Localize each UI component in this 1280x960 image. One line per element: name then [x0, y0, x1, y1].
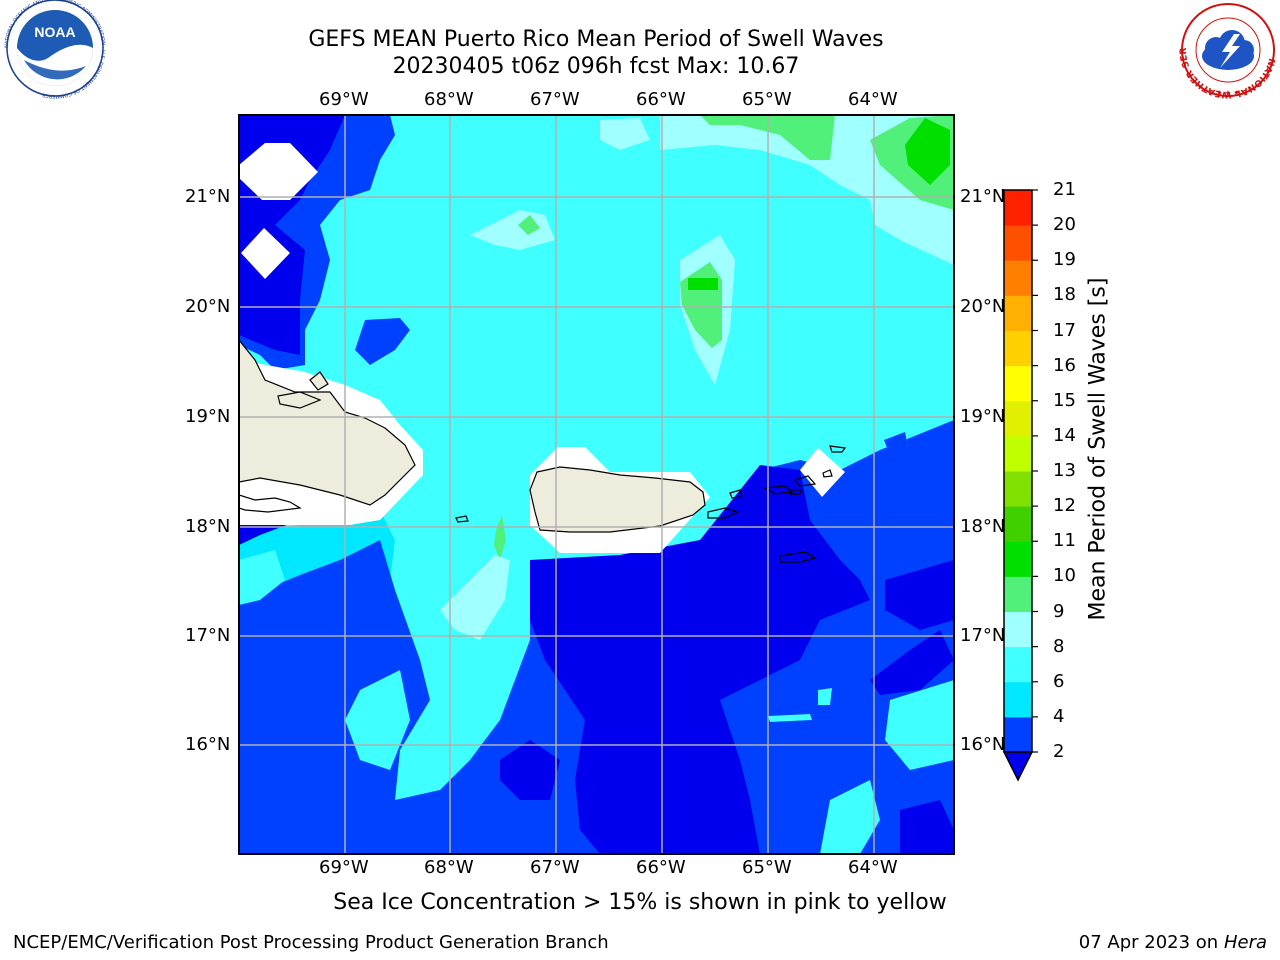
colorbar-under-triangle	[1002, 751, 1034, 782]
lat-label-right-17n: 17°N	[960, 625, 1006, 646]
colorbar-tick-label: 19	[1053, 249, 1076, 271]
lon-label-bottom-67w: 67°W	[530, 857, 580, 878]
lat-label-right-21n: 21°N	[960, 186, 1006, 207]
map-subtitle: 20230405 t06z 096h fcst Max: 10.67	[392, 54, 800, 79]
lon-label-bottom-66w: 66°W	[636, 857, 686, 878]
puerto-rico-land	[529, 466, 706, 533]
colorbar-tick-label: 4	[1053, 705, 1065, 727]
colorbar-tick-label: 12	[1053, 495, 1076, 517]
colorbar-segment	[1004, 716, 1032, 753]
sea-ice-note: Sea Ice Concentration > 15% is shown in …	[333, 890, 947, 915]
map-frame	[238, 114, 955, 855]
colorbar-frame	[1003, 189, 1033, 753]
colorbar	[1002, 189, 1038, 782]
colorbar-segment	[1004, 330, 1032, 367]
nws-logo: NATIONAL WEATHER SERVICE ★ ★ ★	[1178, 0, 1276, 99]
lat-label-left-16n: 16°N	[185, 734, 231, 755]
colorbar-tick-label: 15	[1053, 389, 1076, 411]
colorbar-segment	[1004, 295, 1032, 331]
colorbar-tick-label: 20	[1053, 214, 1076, 236]
lon-label-top-68w: 68°W	[424, 89, 474, 110]
lon-label-top-69w: 69°W	[319, 89, 369, 110]
colorbar-tick-label: 10	[1053, 565, 1076, 587]
lon-label-bottom-64w: 64°W	[848, 857, 898, 878]
lat-label-left-17n: 17°N	[185, 625, 231, 646]
colorbar-tick-label: 16	[1053, 354, 1076, 376]
footer-organization: NCEP/EMC/Verification Post Processing Pr…	[13, 932, 609, 953]
footer-machine: Hera	[1223, 932, 1267, 953]
colorbar-segment	[1004, 506, 1032, 542]
lon-label-top-66w: 66°W	[636, 89, 686, 110]
colorbar-segment	[1004, 260, 1032, 296]
colorbar-segment	[1004, 471, 1032, 507]
colorbar-tick-label: 11	[1053, 530, 1076, 552]
lat-label-right-19n: 19°N	[960, 406, 1006, 427]
lon-label-top-67w: 67°W	[530, 89, 580, 110]
colorbar-tick-label: 2	[1053, 741, 1065, 762]
lat-label-left-21n: 21°N	[185, 186, 231, 207]
colorbar-tick-label: 13	[1053, 460, 1076, 481]
colorbar-tick-label: 6	[1053, 670, 1065, 692]
colorbar-tick-label: 8	[1053, 635, 1065, 657]
noaa-logo-text: NOAA	[34, 24, 75, 40]
lon-label-bottom-65w: 65°W	[742, 857, 792, 878]
colorbar-tick-label: 14	[1053, 424, 1076, 446]
lat-label-right-16n: 16°N	[960, 734, 1006, 755]
colorbar-segment	[1004, 190, 1032, 226]
colorbar-tick-label: 21	[1053, 179, 1076, 200]
footer-date-text: 07 Apr 2023 on	[1078, 932, 1219, 953]
colorbar-segment	[1004, 541, 1032, 577]
noaa-logo: NOAA NATIONAL OCEANIC AND ATMOSPHERIC AD…	[4, 0, 106, 99]
colorbar-tick-label: 9	[1053, 600, 1065, 622]
colorbar-tick-label: 18	[1053, 284, 1076, 306]
colorbar-segment	[1004, 576, 1032, 612]
colorbar-segment	[1004, 646, 1032, 683]
colorbar-segment	[1004, 400, 1032, 437]
svg-text:★ ★ ★: ★ ★ ★	[1216, 89, 1239, 97]
colorbar-segment	[1004, 681, 1032, 718]
lon-label-top-64w: 64°W	[848, 89, 898, 110]
colorbar-title: Mean Period of Swell Waves [s]	[1085, 277, 1111, 621]
map-title: GEFS MEAN Puerto Rico Mean Period of Swe…	[308, 27, 884, 52]
lat-label-right-18n: 18°N	[960, 516, 1006, 537]
contour-fill-layer	[239, 115, 954, 854]
colorbar-segment	[1004, 225, 1032, 261]
lat-label-right-20n: 20°N	[960, 296, 1006, 317]
lon-label-top-65w: 65°W	[742, 89, 792, 110]
lat-label-left-18n: 18°N	[185, 516, 231, 537]
colorbar-segment	[1004, 365, 1032, 402]
lat-label-left-19n: 19°N	[185, 406, 231, 427]
hispaniola-land	[239, 339, 416, 506]
footer-date: 07 Apr 2023 on Hera	[1079, 932, 1267, 953]
colorbar-segment	[1004, 435, 1032, 472]
lon-label-bottom-69w: 69°W	[319, 857, 369, 878]
lon-label-bottom-68w: 68°W	[424, 857, 474, 878]
colorbar-segment	[1004, 611, 1032, 648]
colorbar-tick-label: 17	[1053, 319, 1076, 341]
lat-label-left-20n: 20°N	[185, 296, 231, 317]
graticule	[239, 115, 954, 854]
